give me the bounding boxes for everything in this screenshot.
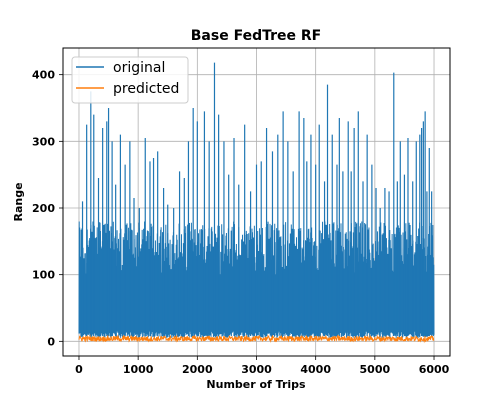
legend-label-original: original	[113, 60, 165, 76]
legend: original predicted	[71, 56, 189, 104]
y-tick-label: 200	[32, 202, 55, 215]
legend-box	[71, 56, 189, 104]
y-axis-label: Range	[12, 182, 25, 221]
x-tick-label: 0	[75, 363, 83, 376]
x-tick-label: 1000	[123, 363, 154, 376]
x-tick-label: 2000	[182, 363, 213, 376]
x-tick-label: 5000	[360, 363, 391, 376]
chart-title: Base FedTree RF	[191, 28, 321, 44]
ticks: 0 1000 2000 3000 4000 5000 6000 0 100 200 300 400	[32, 69, 450, 376]
x-tick-label: 4000	[300, 363, 331, 376]
y-tick-label: 100	[32, 269, 55, 282]
y-tick-label: 300	[32, 135, 55, 148]
x-axis-label: Number of Trips	[206, 378, 306, 391]
y-tick-label: 0	[47, 335, 55, 348]
x-tick-label: 6000	[419, 363, 450, 376]
legend-label-predicted: predicted	[113, 81, 179, 97]
y-tick-label: 400	[32, 69, 55, 82]
x-tick-label: 3000	[241, 363, 272, 376]
series-layer	[78, 62, 435, 344]
series-predicted-line	[78, 334, 435, 344]
